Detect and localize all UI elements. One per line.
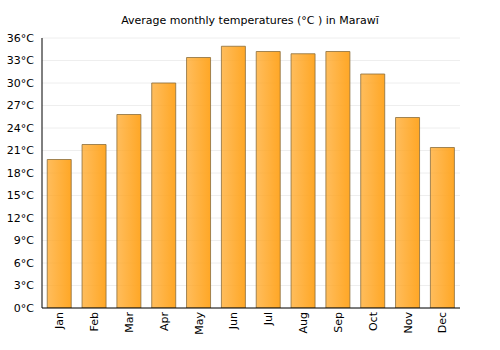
svg-text:Nov: Nov bbox=[402, 312, 415, 334]
svg-text:Feb: Feb bbox=[88, 312, 101, 331]
svg-text:21°C: 21°C bbox=[8, 144, 34, 157]
svg-text:Dec: Dec bbox=[436, 312, 449, 333]
svg-text:Sep: Sep bbox=[332, 312, 345, 333]
svg-text:33°C: 33°C bbox=[8, 54, 34, 67]
svg-text:Jun: Jun bbox=[227, 312, 240, 330]
svg-text:30°C: 30°C bbox=[8, 77, 34, 90]
svg-text:Apr: Apr bbox=[158, 312, 171, 332]
svg-text:3°C: 3°C bbox=[14, 279, 34, 292]
svg-text:Jan: Jan bbox=[53, 312, 66, 330]
svg-text:Mar: Mar bbox=[123, 312, 136, 333]
svg-text:15°C: 15°C bbox=[8, 189, 34, 202]
svg-text:18°C: 18°C bbox=[8, 167, 34, 180]
svg-text:24°C: 24°C bbox=[8, 122, 34, 135]
html-text:Average monthly temperatures (: Average monthly temperatures (°C ) in Ma… bbox=[121, 14, 379, 27]
svg-text:36°C: 36°C bbox=[8, 32, 34, 45]
svg-text:Aug: Aug bbox=[297, 312, 310, 333]
svg-text:Oct: Oct bbox=[367, 311, 380, 331]
svg-text:May: May bbox=[193, 312, 206, 335]
svg-text:27°C: 27°C bbox=[8, 99, 34, 112]
svg-text:12°C: 12°C bbox=[8, 212, 34, 225]
svg-text:6°C: 6°C bbox=[14, 257, 34, 270]
svg-text:Jul: Jul bbox=[262, 312, 275, 326]
svg-text:0°C: 0°C bbox=[14, 302, 34, 315]
svg-text:9°C: 9°C bbox=[14, 234, 34, 247]
